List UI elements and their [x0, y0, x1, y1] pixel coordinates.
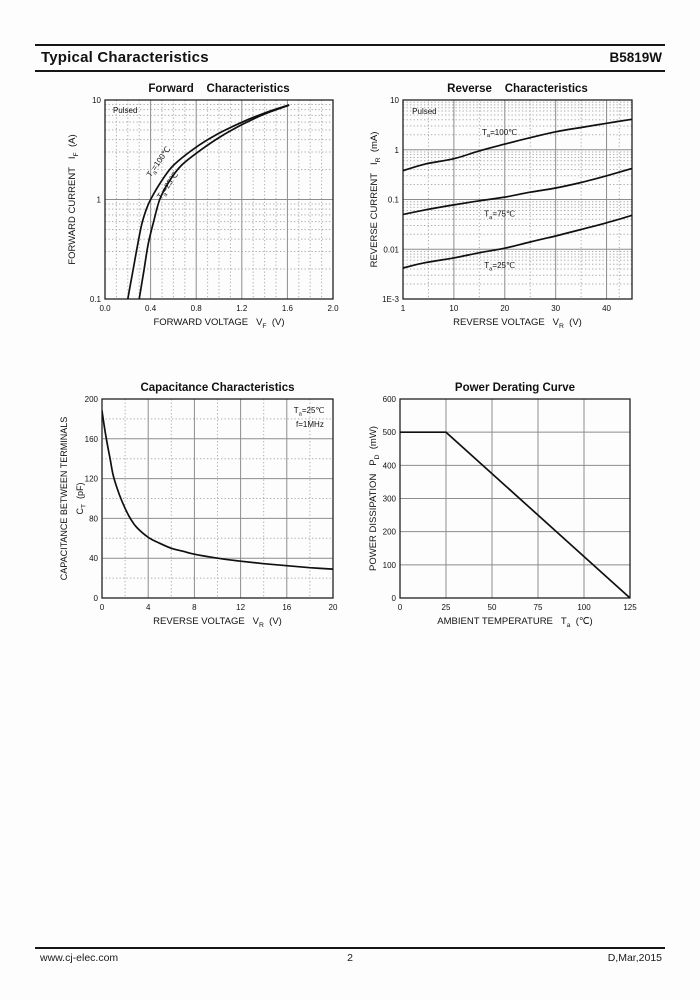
y-tick-label: 300 — [383, 495, 397, 504]
x-tick-label: 20 — [500, 304, 509, 313]
annotation: Pulsed — [412, 107, 436, 116]
y-axis-label: CAPACITANCE BETWEEN TERMINALS — [59, 417, 69, 581]
x-tick-label: 0.4 — [145, 304, 157, 313]
power-derating-chart: Power Derating Curve 0 100 200 300 400 500 600 0… — [348, 377, 665, 639]
y-tick-label: 0.1 — [90, 295, 102, 304]
series-curve — [126, 104, 290, 299]
x-tick-label: 0 — [100, 603, 105, 612]
footer-website: www.cj-elec.com — [40, 952, 119, 964]
chart-title: Forward Characteristics — [148, 83, 289, 95]
header-rule-top — [35, 44, 665, 47]
annotation: Ta=25℃ — [484, 261, 515, 272]
y-tick-label: 0.1 — [388, 196, 400, 205]
x-tick-label: 10 — [449, 304, 458, 313]
reverse-characteristics-chart: Reverse Characteristics 10 1 0.1 0.01 1E-3 1 10… — [348, 78, 665, 340]
plot-frame — [402, 99, 633, 300]
footer-date: D,Mar,2015 — [607, 952, 662, 964]
series-group — [126, 104, 290, 299]
x-tick-label: 20 — [329, 603, 338, 612]
x-tick-label: 0.8 — [191, 304, 203, 313]
x-tick-label: 4 — [146, 603, 151, 612]
series-group — [400, 431, 630, 598]
x-tick-label: 125 — [623, 603, 637, 612]
x-tick-label: 12 — [236, 603, 245, 612]
y-axis-label-units: CT (pF) — [75, 483, 88, 515]
y-tick-label: 80 — [89, 514, 98, 523]
footer-rule — [35, 947, 665, 950]
y-tick-label: 40 — [89, 554, 98, 563]
capacitance-characteristics-chart: Capacitance Characteristics 0 40 80 120 160 20… — [35, 377, 350, 639]
y-tick-label: 10 — [390, 96, 399, 105]
header-rule-bottom — [35, 70, 665, 72]
x-tick-label: 8 — [192, 603, 197, 612]
x-tick-label: 1.6 — [282, 304, 294, 313]
plot-frame — [399, 398, 631, 599]
x-tick-label: 75 — [534, 603, 543, 612]
y-tick-label: 1E-3 — [382, 295, 399, 304]
x-axis-label: FORWARD VOLTAGE VF (V) — [153, 317, 284, 330]
y-tick-label: 0.01 — [383, 245, 399, 254]
x-tick-label: 1.2 — [236, 304, 248, 313]
y-tick-label: 500 — [383, 428, 397, 437]
plot-frame — [101, 398, 334, 599]
x-tick-label: 1 — [401, 304, 406, 313]
y-axis-label: POWER DISSIPATION PD (mW) — [368, 426, 381, 571]
x-tick-label: 25 — [442, 603, 451, 612]
y-axis-label: FORWARD CURRENT IF (A) — [67, 134, 80, 264]
y-tick-label: 160 — [85, 435, 99, 444]
chart-title: Power Derating Curve — [455, 382, 575, 394]
chart-title: Capacitance Characteristics — [140, 382, 294, 394]
annotation: Ta=25℃ — [294, 406, 325, 417]
x-tick-label: 30 — [551, 304, 560, 313]
x-tick-label: 16 — [282, 603, 291, 612]
y-tick-label: 100 — [383, 561, 397, 570]
annotation: Ta=100℃ — [482, 128, 517, 139]
plot-frame — [104, 99, 334, 300]
series-curve — [403, 118, 632, 172]
series-curve — [403, 214, 632, 269]
series-curve — [138, 104, 290, 299]
y-tick-label: 1 — [97, 196, 102, 205]
y-tick-label: 1 — [395, 146, 400, 155]
chart-title: Reverse Characteristics — [447, 83, 588, 95]
capacitance-characteristics-svg: Capacitance Characteristics0408012016020… — [59, 382, 338, 629]
x-tick-label: 40 — [602, 304, 611, 313]
x-axis-label: REVERSE VOLTAGE VR (V) — [153, 616, 282, 629]
power-derating-svg: Power Derating Curve 0 100 200 300 400 500 600 0… — [368, 382, 637, 629]
x-tick-label: 0 — [398, 603, 403, 612]
series-group — [403, 118, 632, 269]
x-tick-label: 0.0 — [99, 304, 111, 313]
annotation: Ta=75℃ — [484, 209, 515, 220]
x-axis-label: AMBIENT TEMPERATURE Ta (℃) — [437, 616, 592, 629]
forward-characteristics-chart: Forward Characteristics 10 1 0.1 0.0 0.4 0.8 1.… — [35, 78, 350, 340]
x-tick-label: 2.0 — [327, 304, 339, 313]
y-tick-label: 0 — [392, 594, 397, 603]
y-tick-label: 200 — [383, 528, 397, 537]
annotation: f=1MHz — [296, 420, 324, 429]
footer-page-number: 2 — [347, 952, 353, 964]
y-axis-label: REVERSE CURRENT IR (mA) — [369, 132, 382, 268]
y-tick-label: 600 — [383, 395, 397, 404]
page-title: Typical Characteristics — [41, 49, 209, 66]
series-curve — [102, 410, 333, 570]
x-tick-label: 100 — [577, 603, 591, 612]
y-tick-label: 120 — [85, 475, 99, 484]
series-curve — [403, 167, 632, 216]
forward-characteristics-svg: Forward Characteristics 10 1 0.10.0 0.4 0.8 1.… — [67, 83, 339, 330]
series-group — [102, 410, 333, 570]
annotation: Pulsed — [113, 106, 137, 115]
y-tick-label: 0 — [94, 594, 99, 603]
x-tick-label: 50 — [488, 603, 497, 612]
series-curve — [400, 431, 630, 598]
y-tick-label: 400 — [383, 461, 397, 470]
y-tick-label: 10 — [92, 96, 101, 105]
y-tick-label: 200 — [85, 395, 99, 404]
x-axis-label: REVERSE VOLTAGE VR (V) — [453, 317, 582, 330]
part-number: B5819W — [609, 50, 662, 65]
